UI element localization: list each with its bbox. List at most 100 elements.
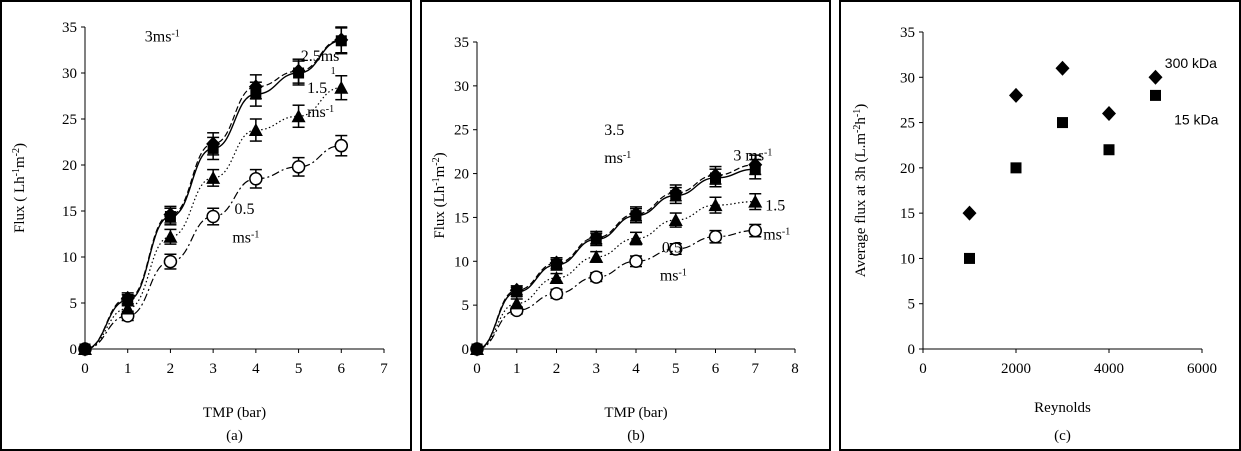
data-point [78, 341, 92, 357]
x-tick-label: 7 [752, 361, 760, 377]
data-point [163, 229, 178, 243]
data-point [589, 270, 603, 284]
y-axis-label-part-3: -2 [431, 157, 442, 165]
x-tick-label: 2 [167, 361, 175, 377]
y-axis-label-part-1: -1 [11, 168, 22, 176]
data-point [748, 223, 762, 238]
x-tick-label: 1 [513, 361, 521, 377]
annotation-label: 300 kDa [1165, 55, 1217, 71]
annotation-label-part-0: ms [232, 229, 251, 246]
y-tick-label: 35 [900, 25, 915, 41]
annotation-label-part-0: 1.5 [765, 197, 785, 214]
data-point [1057, 117, 1068, 129]
data-point [206, 136, 221, 152]
y-tick-label: 35 [454, 35, 469, 51]
series-line [476, 201, 756, 350]
annotation-label-part-0: 1.5 [307, 80, 327, 97]
y-axis-label-part-0: Average flux at 3h (L.m [853, 133, 869, 278]
annotation-label: 0.5 [235, 201, 255, 218]
y-axis-label-part-2: m [432, 165, 448, 177]
annotation-label-part-0: ms [660, 268, 679, 285]
data-point [549, 255, 564, 271]
data-point [629, 254, 643, 269]
series-diamond [470, 154, 763, 357]
annotation-label-part-0: ms [763, 226, 782, 243]
annotation-label-part-0: 1 [331, 66, 336, 77]
series-square [471, 158, 762, 355]
x-tick-label: 1 [124, 361, 132, 377]
series-diamond [962, 60, 1163, 221]
y-tick-label: 20 [454, 167, 469, 183]
y-tick-label: 0 [70, 342, 78, 358]
y-tick-label: 25 [62, 112, 77, 128]
y-tick-label: 10 [62, 250, 77, 266]
x-tick-label: 4 [252, 361, 260, 377]
panel-caption: (c) [1054, 428, 1071, 444]
annotation-label: 3 ms-1 [733, 147, 772, 165]
annotation-label: 3ms-1 [145, 28, 180, 46]
data-point [334, 32, 349, 48]
data-point [334, 80, 349, 94]
y-tick-label: 35 [62, 20, 77, 36]
y-tick-label: 10 [454, 254, 469, 270]
annotation-label-part-0: ms [307, 104, 326, 121]
data-point [748, 194, 763, 208]
y-axis-label-part-1: -2 [852, 125, 863, 133]
x-tick-label: 7 [380, 361, 388, 377]
annotation-label-part-1: -1 [764, 147, 772, 158]
x-tick-label: 0 [919, 361, 927, 377]
y-axis-label: Flux ( Lh-1m-2) [11, 143, 29, 233]
data-point [629, 206, 643, 222]
x-tick-label: 4 [632, 361, 640, 377]
x-tick-label: 6 [712, 361, 720, 377]
x-tick-label: 0 [473, 361, 481, 377]
x-tick-label: 2 [553, 361, 561, 377]
annotation-label-part-0: 2.5ms [301, 48, 340, 65]
y-axis-label-part-3: -2 [11, 148, 22, 156]
data-point [248, 79, 263, 95]
annotation-label: 1.5 [765, 197, 785, 214]
annotation-label-part-1: -1 [623, 150, 631, 161]
series-triangle [470, 192, 763, 355]
annotation-label: 15 kDa [1174, 111, 1219, 127]
annotation-label: ms-1 [604, 150, 631, 168]
data-point [1010, 162, 1022, 174]
panel-a: 0 5 10 15 20 25 30 35 0 1 2 3 4 5 6 7 TMP (bar) (a) Flux (… [0, 0, 412, 451]
annotation-label-part-1: -1 [251, 229, 259, 240]
data-point [708, 198, 723, 212]
series-line [476, 229, 756, 350]
y-axis-label-part-4: ) [853, 104, 869, 109]
annotation-label: ms-1 [763, 226, 790, 244]
annotation-label: 1 [331, 66, 336, 77]
x-tick-label: 8 [791, 361, 799, 377]
y-axis-label: Average flux at 3h (L.m-2h-1) [852, 104, 870, 277]
series-line [84, 39, 342, 350]
y-tick-label: 15 [454, 210, 469, 226]
x-axis-label: TMP (bar) [203, 405, 266, 421]
y-tick-label: 25 [900, 116, 915, 132]
data-point [206, 170, 221, 184]
x-axis-label: TMP (bar) [604, 405, 667, 421]
annotation-label-part-0: ms [604, 150, 623, 167]
annotation-label-part-0: 15 kDa [1174, 111, 1219, 127]
series-line [476, 164, 756, 350]
data-point [291, 109, 306, 123]
y-axis-label-part-2: m [12, 156, 28, 168]
data-point [962, 205, 977, 221]
chart-a: 0 5 10 15 20 25 30 35 0 1 2 3 4 5 6 7 TMP (bar) (a) Flux (… [11, 20, 389, 444]
x-tick-label: 3 [209, 361, 217, 377]
series-circle-open [78, 134, 349, 356]
data-point [589, 249, 604, 263]
data-point [291, 63, 306, 79]
x-tick-label: 2000 [1001, 361, 1031, 377]
data-point [1150, 89, 1161, 101]
annotation-label-part-0: 300 kDa [1165, 55, 1217, 71]
annotation-label-part-1: -1 [782, 226, 790, 237]
y-tick-label: 30 [454, 79, 469, 95]
data-point [470, 341, 484, 357]
chart-b: 0 5 10 15 20 25 30 35 0 1 2 3 4 5 6 7 8 TMP (bar) (b) Flux … [431, 35, 799, 444]
annotation-label-part-0: 3 ms [733, 147, 764, 164]
annotation-label: 2.5ms- [301, 48, 343, 66]
annotation-label-part-1: -1 [171, 28, 179, 39]
y-tick-label: 20 [900, 161, 915, 177]
